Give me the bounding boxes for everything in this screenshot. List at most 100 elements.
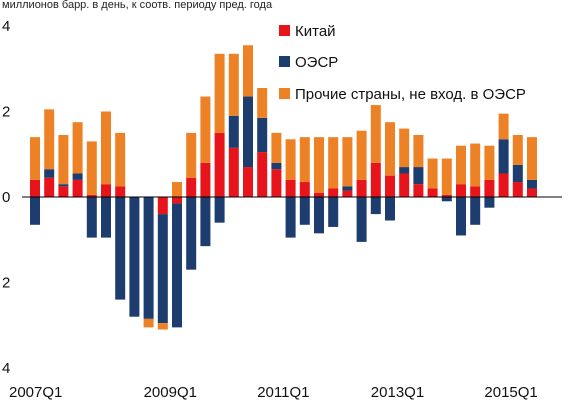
- bar-segment-2015Q4-series-1: [527, 179, 537, 189]
- bar-segment-2011Q3-series-1: [285, 197, 296, 238]
- bar-segment-2009Q1-series-2: [143, 318, 154, 328]
- bar-segment-2009Q3-series-1: [172, 203, 182, 328]
- bar-segment-2013Q3-series-1: [399, 167, 410, 174]
- bar-segment-2009Q4-series-1: [186, 197, 197, 270]
- bar-segment-2014Q3-series-0: [456, 184, 466, 197]
- bar-segment-2015Q1-series-2: [484, 145, 495, 180]
- bar-segment-2010Q4-series-2: [243, 45, 253, 97]
- bars-layer: [30, 45, 537, 330]
- bar-segment-2012Q2-series-2: [328, 137, 339, 189]
- bar-segment-2009Q3-series-0: [172, 197, 182, 204]
- bar-segment-2007Q2-series-1: [44, 169, 55, 178]
- bar-segment-2009Q3-series-2: [172, 182, 182, 197]
- bar-segment-2007Q1-series-1: [30, 197, 40, 225]
- bar-segment-2008Q1-series-1: [86, 197, 97, 238]
- bar-segment-2015Q4-series-0: [527, 188, 537, 197]
- bar-segment-2009Q2-series-2: [157, 323, 168, 330]
- bar-segment-2012Q2-series-0: [328, 188, 339, 197]
- y-tick-label: 2: [2, 104, 10, 121]
- bar-segment-2011Q4-series-0: [299, 182, 310, 197]
- bar-segment-2011Q1-series-0: [257, 152, 268, 197]
- bar-segment-2007Q3-series-2: [58, 135, 69, 185]
- bar-segment-2015Q2-series-1: [498, 139, 509, 174]
- bar-segment-2014Q3-series-2: [456, 145, 466, 185]
- legend-label-0: Китай: [295, 23, 336, 40]
- bar-segment-2011Q4-series-2: [299, 137, 310, 183]
- bar-segment-2012Q3-series-0: [342, 190, 353, 197]
- bar-segment-2010Q4-series-1: [243, 96, 253, 168]
- bar-segment-2010Q3-series-1: [228, 115, 239, 148]
- bar-segment-2008Q3-series-0: [115, 186, 126, 197]
- bar-segment-2009Q1-series-1: [143, 197, 154, 319]
- x-tick-label: 2011Q1: [257, 384, 309, 401]
- bar-segment-2011Q3-series-2: [285, 139, 296, 180]
- y-tick-label: 2: [2, 275, 10, 292]
- bar-segment-2009Q2-series-1: [157, 214, 168, 324]
- bar-segment-2012Q1-series-1: [314, 197, 324, 234]
- bar-segment-2008Q2-series-2: [101, 111, 111, 185]
- bar-segment-2008Q3-series-2: [115, 132, 126, 187]
- bar-segment-2014Q4-series-2: [470, 143, 481, 187]
- bar-segment-2007Q1-series-0: [30, 179, 40, 197]
- bar-segment-2013Q4-series-0: [413, 184, 424, 197]
- x-tick-label: 2015Q1: [484, 384, 537, 401]
- bar-segment-2010Q3-series-2: [228, 53, 239, 116]
- bar-segment-2013Q1-series-2: [370, 105, 381, 163]
- bar-segment-2013Q2-series-2: [385, 122, 395, 176]
- bar-segment-2013Q3-series-0: [399, 173, 410, 197]
- bar-segment-2007Q3-series-0: [58, 186, 69, 197]
- bar-segment-2008Q2-series-1: [101, 197, 111, 238]
- bar-segment-2010Q2-series-2: [214, 53, 225, 133]
- legend: Китай ОЭСР Прочие страны, не вход. в ОЭСР: [279, 23, 526, 103]
- x-axis-ticks: 2007Q1 2009Q1 2011Q1 2013Q1 2015Q1: [9, 384, 538, 401]
- bar-segment-2011Q4-series-1: [299, 197, 310, 225]
- bar-segment-2015Q4-series-2: [527, 137, 537, 180]
- bar-segment-2008Q4-series-1: [129, 197, 140, 317]
- bar-segment-2010Q4-series-0: [243, 167, 253, 197]
- bar-segment-2008Q3-series-1: [115, 197, 126, 300]
- bar-segment-2008Q1-series-0: [86, 194, 97, 197]
- bar-segment-2011Q1-series-1: [257, 117, 268, 153]
- bar-segment-2010Q1-series-2: [200, 96, 211, 163]
- bar-segment-2007Q2-series-0: [44, 177, 55, 197]
- bar-segment-2011Q2-series-0: [271, 169, 282, 197]
- bar-segment-2010Q1-series-0: [200, 162, 211, 197]
- bar-segment-2010Q2-series-0: [214, 132, 225, 198]
- bar-segment-2011Q3-series-0: [285, 179, 296, 197]
- y-tick-label: 4: [2, 18, 10, 35]
- y-tick-label: 0: [2, 189, 10, 206]
- bar-segment-2009Q4-series-2: [186, 132, 197, 178]
- legend-swatch-2: [279, 88, 290, 99]
- legend-swatch-0: [279, 25, 290, 36]
- bar-segment-2015Q3-series-0: [512, 182, 523, 197]
- bar-segment-2015Q2-series-2: [498, 113, 509, 140]
- x-tick-label: 2009Q1: [144, 384, 197, 401]
- bar-segment-2007Q4-series-1: [72, 173, 83, 180]
- bar-segment-2015Q1-series-0: [484, 179, 495, 197]
- bar-segment-2011Q1-series-2: [257, 87, 268, 118]
- bar-segment-2007Q4-series-0: [72, 179, 83, 197]
- legend-swatch-1: [279, 56, 290, 67]
- bar-segment-2013Q2-series-1: [385, 197, 395, 221]
- bar-segment-2013Q4-series-2: [413, 135, 424, 168]
- bar-segment-2012Q1-series-0: [314, 192, 324, 197]
- bar-segment-2009Q4-series-0: [186, 177, 197, 197]
- bar-segment-2012Q4-series-2: [356, 130, 367, 180]
- bar-segment-2012Q3-series-1: [342, 186, 353, 191]
- bar-segment-2014Q4-series-0: [470, 186, 481, 197]
- bar-segment-2013Q4-series-1: [413, 167, 424, 185]
- legend-label-2: Прочие страны, не вход. в ОЭСР: [295, 86, 526, 103]
- y-axis-ticks: 4 2 0 2 4: [2, 18, 10, 377]
- bar-segment-2011Q2-series-1: [271, 162, 282, 170]
- x-tick-label: 2013Q1: [371, 384, 424, 401]
- bar-segment-2010Q3-series-0: [228, 147, 239, 197]
- bar-segment-2012Q4-series-0: [356, 179, 367, 197]
- bar-segment-2010Q1-series-1: [200, 197, 211, 247]
- bar-segment-2014Q2-series-0: [441, 194, 452, 197]
- bar-segment-2007Q4-series-2: [72, 122, 83, 174]
- bar-segment-2010Q2-series-1: [214, 197, 225, 223]
- bar-segment-2012Q3-series-2: [342, 137, 353, 187]
- bar-segment-2015Q3-series-2: [512, 135, 523, 165]
- bar-segment-2009Q2-series-0: [157, 197, 168, 215]
